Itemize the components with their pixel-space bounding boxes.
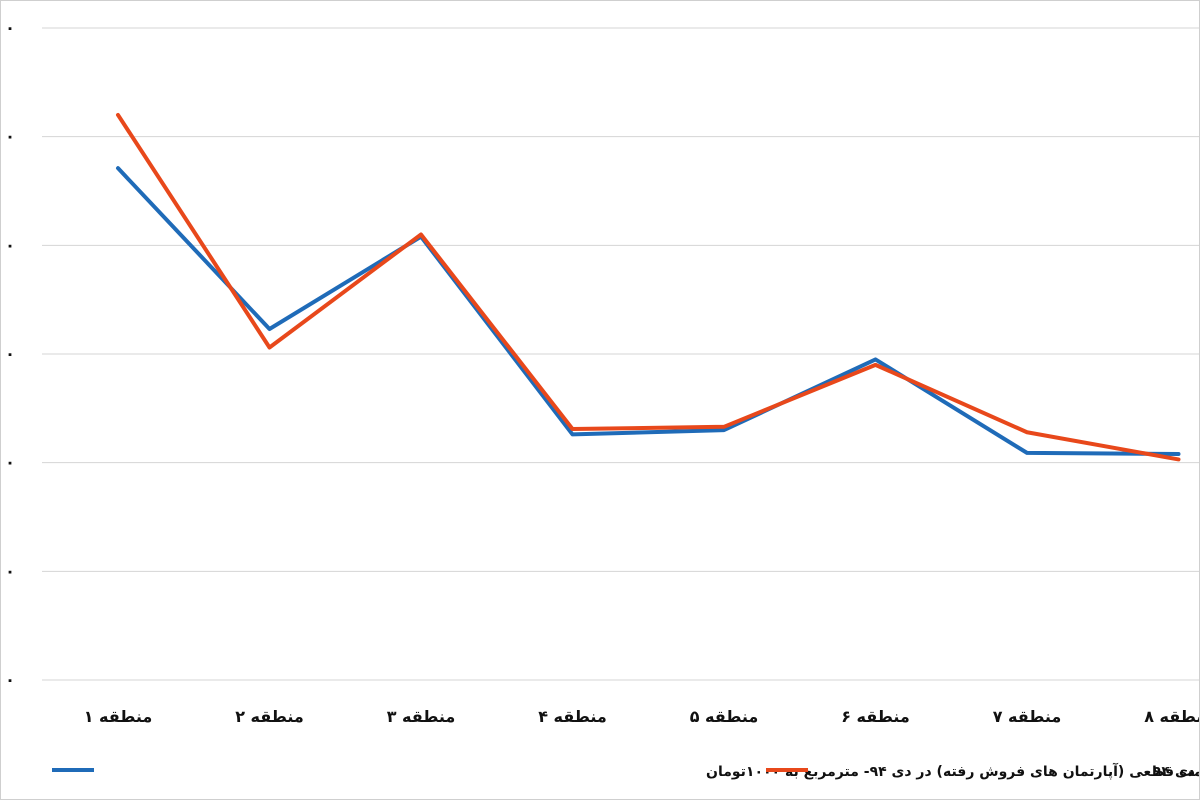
y-tick-label-3: ۰: [5, 344, 15, 363]
y-tick-label-5: ۰: [5, 127, 15, 146]
series-line-0: [116, 166, 1181, 456]
series-line-1: [116, 112, 1181, 462]
series-1-point-5: [875, 364, 876, 366]
y-tick-label-2: ۰: [5, 453, 15, 472]
series-lines: [116, 112, 1181, 462]
series-1-point-2: [420, 233, 422, 235]
series-1-point-3: [572, 428, 573, 430]
legend-label-1: میانگین قیمت پیشنهادی آپارتمان ها در دی …: [1153, 762, 1200, 780]
x-tick-label-4: منطقه ۵: [690, 707, 759, 726]
series-1-point-0: [117, 114, 119, 116]
gridlines: [42, 27, 1200, 681]
legend-item-1: میانگین قیمت پیشنهادی آپارتمان ها در دی …: [766, 762, 1200, 780]
legend-label-0: میانگین قیمت قطعی (آپارتمان های فروش رفت…: [706, 762, 1200, 780]
series-0-point-5: [875, 358, 876, 360]
x-tick-label-5: منطقه ۶: [841, 707, 910, 726]
x-tick-label-7: منطقه ۸: [1144, 707, 1200, 726]
series-0-point-3: [572, 433, 573, 435]
legend-item-0: میانگین قیمت قطعی (آپارتمان های فروش رفت…: [52, 762, 1200, 780]
x-tick-label-0: منطقه ۱: [84, 707, 153, 726]
series-0-point-7: [1178, 453, 1179, 455]
y-tick-label-0: ۰: [5, 670, 15, 689]
series-1-point-7: [1178, 458, 1179, 460]
series-0-point-6: [1026, 452, 1028, 454]
series-0-point-1: [269, 328, 270, 330]
y-tick-label-1: ۰: [5, 561, 15, 580]
x-tick-label-3: منطقه ۴: [538, 707, 607, 726]
legend: میانگین قیمت قطعی (آپارتمان های فروش رفت…: [52, 762, 1200, 780]
series-1-point-6: [1026, 431, 1028, 433]
series-1-point-1: [269, 346, 270, 348]
y-axis-tick-labels: ۰ ۰ ۰ ۰ ۰ ۰ ۰: [5, 18, 15, 689]
x-tick-label-2: منطقه ۳: [387, 707, 456, 726]
series-1-point-4: [723, 426, 725, 428]
x-axis-tick-labels: منطقه ۱ منطقه ۲ منطقه ۳ منطقه ۴ منطقه ۵ منطقه…: [84, 707, 1200, 726]
series-0-point-0: [117, 167, 119, 169]
series-0-point-4: [723, 429, 725, 431]
y-tick-label-4: ۰: [5, 235, 15, 254]
x-tick-label-1: منطقه ۲: [235, 707, 304, 726]
y-tick-label-6: ۰: [5, 18, 15, 37]
x-tick-label-6: منطقه ۷: [993, 707, 1062, 726]
